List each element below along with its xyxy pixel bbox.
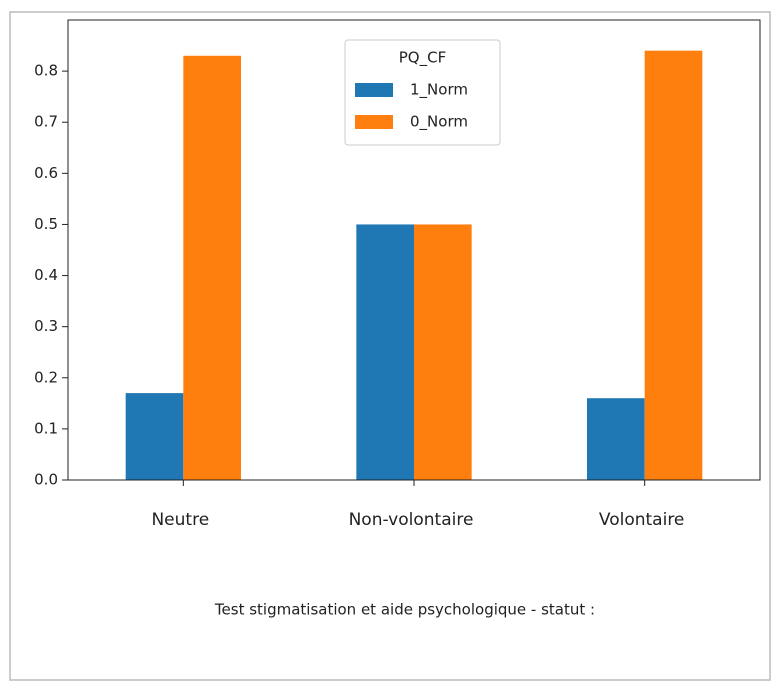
y-tick-label: 0.3 bbox=[34, 317, 58, 335]
legend-swatch bbox=[355, 83, 393, 97]
y-tick-label: 0.4 bbox=[34, 266, 58, 284]
y-tick-label: 0.2 bbox=[34, 368, 58, 386]
legend-label: 1_Norm bbox=[410, 81, 468, 100]
x-tick-label: Non-volontaire bbox=[349, 510, 474, 530]
screenshot-frame bbox=[9, 11, 771, 681]
chart-title: Test stigmatisation et aide psychologiqu… bbox=[214, 601, 595, 619]
legend-swatch bbox=[355, 115, 393, 129]
plot-frame bbox=[67, 19, 761, 481]
bar bbox=[587, 398, 645, 480]
y-tick-label: 0.8 bbox=[34, 62, 58, 80]
x-tick-label: Volontaire bbox=[599, 510, 685, 530]
y-tick-label: 0.6 bbox=[34, 164, 58, 182]
legend-title: PQ_CF bbox=[399, 49, 446, 68]
bar bbox=[414, 224, 472, 480]
bar bbox=[125, 393, 184, 480]
x-tick-label: Neutre bbox=[151, 510, 209, 530]
y-tick-label: 0.1 bbox=[34, 419, 58, 437]
legend-label: 0_Norm bbox=[410, 113, 468, 132]
y-tick-label: 0.0 bbox=[34, 471, 58, 489]
bar bbox=[356, 224, 414, 480]
y-tick-label: 0.7 bbox=[34, 113, 58, 131]
y-tick-label: 0.5 bbox=[34, 215, 58, 233]
bar bbox=[183, 55, 241, 481]
bar bbox=[644, 50, 703, 481]
